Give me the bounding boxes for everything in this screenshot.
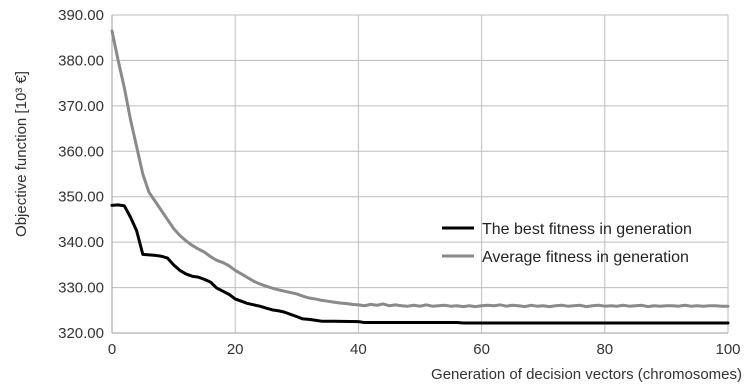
- grid: [111, 14, 729, 334]
- y-axis-label: Objective function [10³ €]: [13, 71, 30, 237]
- axes: [111, 15, 728, 334]
- y-tick-label: 320.00: [58, 325, 104, 342]
- y-tick-label: 390.00: [58, 7, 104, 24]
- y-tick-label: 340.00: [58, 234, 104, 251]
- x-tick-label: 80: [596, 341, 613, 358]
- series-line: [110, 29, 730, 309]
- x-tick-label: 20: [227, 341, 244, 358]
- y-tick-label: 370.00: [58, 98, 104, 115]
- series-line: [110, 203, 730, 325]
- legend-label: The best fitness in generation: [482, 221, 692, 238]
- legend-label: Average fitness in generation: [482, 249, 689, 266]
- x-tick-label: 60: [473, 341, 490, 358]
- y-tick-label: 330.00: [58, 280, 104, 297]
- x-tick-label: 40: [350, 341, 367, 358]
- x-tick-labels: 0 20 40 60 80 100: [108, 341, 741, 358]
- legend: The best fitness in generation Average fi…: [442, 221, 692, 266]
- series-lines: [110, 29, 730, 325]
- x-tick-label: 0: [108, 341, 116, 358]
- y-tick-label: 380.00: [58, 52, 104, 69]
- y-tick-label: 360.00: [58, 143, 104, 160]
- y-tick-labels: 320.00 330.00 340.00 350.00 360.00 370.00 380.…: [58, 7, 104, 342]
- x-tick-label: 100: [715, 341, 740, 358]
- y-tick-label: 350.00: [58, 189, 104, 206]
- x-axis-label: Generation of decision vectors (chromoso…: [431, 366, 742, 383]
